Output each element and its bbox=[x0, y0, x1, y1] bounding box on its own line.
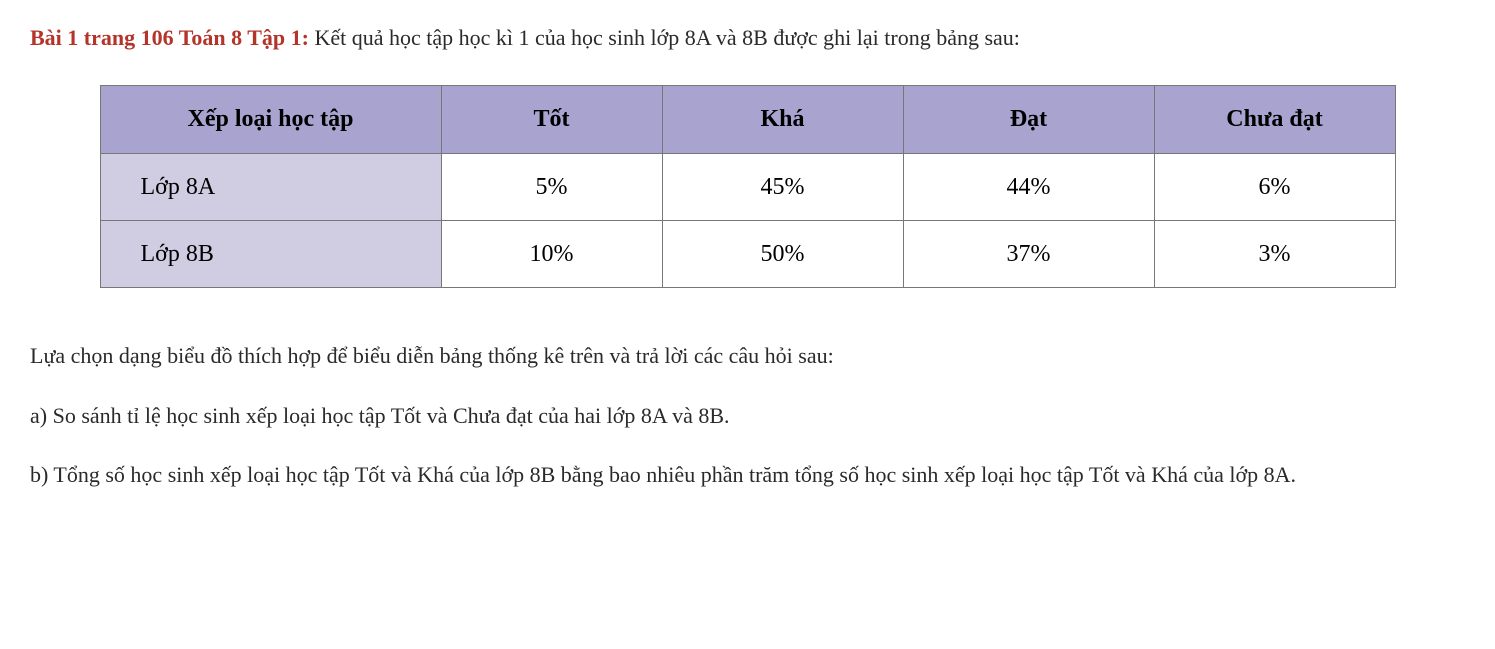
table-row: Lớp 8B 10% 50% 37% 3% bbox=[100, 220, 1395, 287]
results-table: Xếp loại học tập Tốt Khá Đạt Chưa đạt Lớ… bbox=[100, 85, 1396, 288]
paragraph-question-a: a) So sánh tỉ lệ học sinh xếp loại học t… bbox=[30, 398, 1465, 433]
row-label-8b: Lớp 8B bbox=[100, 220, 441, 287]
table-header-row: Xếp loại học tập Tốt Khá Đạt Chưa đạt bbox=[100, 86, 1395, 153]
cell-8a-chuadat: 6% bbox=[1154, 153, 1395, 220]
col-header-chuadat: Chưa đạt bbox=[1154, 86, 1395, 153]
col-header-kha: Khá bbox=[662, 86, 903, 153]
col-header-dat: Đạt bbox=[903, 86, 1154, 153]
cell-8b-dat: 37% bbox=[903, 220, 1154, 287]
col-header-tot: Tốt bbox=[441, 86, 662, 153]
problem-label: Bài 1 trang 106 Toán 8 Tập 1: bbox=[30, 25, 309, 50]
problem-heading: Bài 1 trang 106 Toán 8 Tập 1: Kết quả họ… bbox=[30, 20, 1465, 55]
cell-8b-kha: 50% bbox=[662, 220, 903, 287]
table-container: Xếp loại học tập Tốt Khá Đạt Chưa đạt Lớ… bbox=[30, 85, 1465, 288]
cell-8b-tot: 10% bbox=[441, 220, 662, 287]
cell-8a-kha: 45% bbox=[662, 153, 903, 220]
problem-intro-text: Kết quả học tập học kì 1 của học sinh lớ… bbox=[309, 25, 1020, 50]
cell-8a-dat: 44% bbox=[903, 153, 1154, 220]
col-header-category: Xếp loại học tập bbox=[100, 86, 441, 153]
paragraph-intro: Lựa chọn dạng biểu đồ thích hợp để biểu … bbox=[30, 338, 1465, 373]
table-row: Lớp 8A 5% 45% 44% 6% bbox=[100, 153, 1395, 220]
cell-8a-tot: 5% bbox=[441, 153, 662, 220]
row-label-8a: Lớp 8A bbox=[100, 153, 441, 220]
cell-8b-chuadat: 3% bbox=[1154, 220, 1395, 287]
paragraph-question-b: b) Tổng số học sinh xếp loại học tập Tốt… bbox=[30, 457, 1465, 492]
